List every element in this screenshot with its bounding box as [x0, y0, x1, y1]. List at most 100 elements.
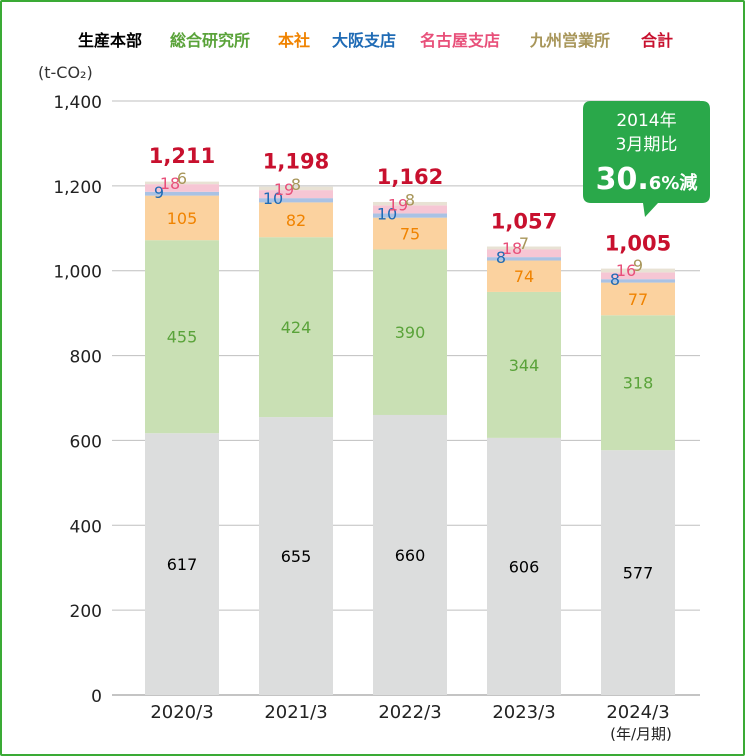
data-label: 617	[167, 555, 198, 574]
total-label: 1,198	[263, 150, 329, 174]
data-label: 344	[509, 356, 540, 375]
x-tick-label: 2022/3	[378, 702, 441, 723]
y-axis-tick-labels: 0 200 400 600 800 1,000 1,200 1,400	[53, 93, 102, 707]
data-label: 577	[623, 564, 654, 583]
bar-segment	[487, 291, 561, 438]
data-label: 318	[623, 374, 654, 393]
y-tick-label: 600	[70, 432, 102, 452]
bar-segment	[259, 190, 333, 199]
bar-segment	[259, 186, 333, 191]
legend-item: 名古屋支店	[420, 31, 500, 50]
data-label: 10	[263, 189, 283, 208]
y-tick-label: 400	[70, 517, 102, 537]
data-label: 6	[177, 169, 187, 188]
y-axis-unit-label: (t-CO₂)	[38, 63, 93, 82]
bar-segment	[259, 198, 333, 203]
y-tick-label: 200	[70, 602, 102, 622]
bar-segment	[373, 205, 447, 214]
data-label: 16	[616, 261, 636, 280]
bar-segment	[145, 191, 219, 196]
data-label: 18	[160, 174, 180, 193]
bar-segment	[373, 201, 447, 206]
data-label: 8	[291, 175, 301, 194]
x-tick-label: 2021/3	[264, 702, 327, 723]
y-tick-label: 1,200	[53, 178, 102, 198]
legend-item: 大阪支店	[332, 31, 396, 50]
data-label: 18	[502, 239, 522, 258]
callout-line2: 3月期比	[616, 135, 678, 155]
bars: 61745510591861,21165542482101981,1986603…	[145, 144, 675, 695]
bar-segment	[487, 437, 561, 695]
bar-segment	[601, 282, 675, 316]
bar-segment	[601, 272, 675, 280]
y-tick-label: 800	[70, 348, 102, 368]
data-label: 8	[610, 270, 620, 289]
legend-item: 合計	[641, 31, 673, 50]
bar-segment	[373, 213, 447, 218]
bar-segment	[145, 181, 219, 185]
bar-segment	[259, 202, 333, 238]
x-axis-unit-note: (年/月期)	[610, 725, 672, 743]
bar-segment	[259, 237, 333, 418]
data-label: 655	[281, 547, 312, 566]
data-label: 105	[167, 209, 198, 228]
x-tick-label: 2023/3	[492, 702, 555, 723]
reduction-callout: 2014年 3月期比 30.6%減	[583, 101, 710, 217]
data-label: 8	[496, 248, 506, 267]
data-label: 455	[167, 328, 198, 347]
bar-segment	[487, 257, 561, 261]
bar-segment	[145, 433, 219, 695]
bar-segment	[373, 217, 447, 250]
bar-segment	[145, 240, 219, 434]
data-label: 9	[154, 183, 164, 202]
total-label: 1,057	[491, 210, 557, 234]
bar-segment	[373, 414, 447, 695]
callout-line1: 2014年	[616, 111, 676, 131]
bar-segment	[601, 268, 675, 273]
data-label: 77	[628, 290, 648, 309]
legend-item: 九州営業所	[529, 31, 610, 50]
callout-value: 30.6%減	[596, 162, 698, 197]
legend-item: 本社	[278, 31, 310, 50]
data-label: 7	[519, 234, 529, 253]
bar-segment	[145, 184, 219, 192]
legend-item: 総合研究所	[170, 31, 250, 50]
x-tick-label: 2020/3	[150, 702, 213, 723]
bar-segment	[487, 246, 561, 250]
y-tick-label: 1,400	[53, 93, 102, 113]
data-label: 606	[509, 557, 540, 576]
bar-segment	[259, 417, 333, 695]
y-tick-label: 0	[91, 687, 102, 707]
callout-bubble	[583, 101, 710, 217]
total-label: 1,005	[605, 232, 671, 256]
bar-segment	[487, 260, 561, 292]
x-axis-tick-labels: 2020/3 2021/3 2022/3 2023/3 2024/3	[150, 702, 669, 723]
bar-segment	[487, 249, 561, 258]
data-label: 8	[405, 190, 415, 209]
total-label: 1,211	[149, 144, 215, 168]
data-label: 19	[388, 195, 408, 214]
data-label: 74	[514, 267, 534, 286]
bar-segment	[601, 315, 675, 451]
bar-segment	[601, 450, 675, 695]
data-label: 424	[281, 318, 312, 337]
data-label: 660	[395, 546, 426, 565]
data-label: 75	[400, 225, 420, 244]
data-label: 82	[286, 211, 306, 230]
x-tick-label: 2024/3	[606, 702, 669, 723]
bar-segment	[601, 279, 675, 283]
bar-segment	[145, 195, 219, 241]
data-label: 390	[395, 323, 426, 342]
data-label: 10	[377, 204, 397, 223]
y-tick-label: 1,000	[53, 263, 102, 283]
bar-segment	[373, 249, 447, 415]
data-label: 9	[633, 256, 643, 275]
data-label: 19	[274, 180, 294, 199]
